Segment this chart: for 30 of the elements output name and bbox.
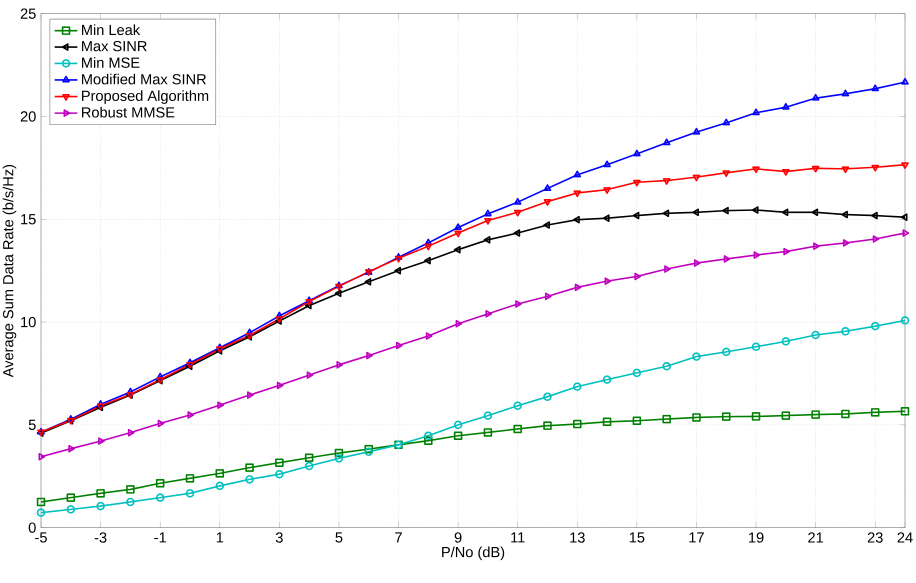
x-tick-label: 13 — [570, 532, 585, 543]
x-tick-label: 17 — [689, 532, 704, 543]
y-tick-label: 0 — [28, 522, 36, 534]
x-tick-label: 1 — [216, 532, 224, 543]
x-tick-label: 11 — [511, 532, 525, 543]
legend-label: Min Leak — [82, 24, 140, 36]
x-tick-label: 23 — [868, 532, 883, 543]
x-tick-label: 24 — [898, 532, 913, 543]
y-tick-label: 5 — [28, 420, 36, 430]
x-tick-label: -3 — [94, 532, 106, 543]
x-tick-label: 15 — [630, 532, 644, 543]
x-tick-label: 7 — [395, 532, 402, 543]
legend-label: Robust MMSE — [82, 106, 174, 118]
x-tick-label: 5 — [335, 532, 342, 543]
x-tick-label: 9 — [454, 532, 462, 543]
y-axis-title: Average Sum Data Rate (b/s/Hz) — [2, 165, 16, 378]
x-tick-label: 21 — [808, 532, 824, 543]
x-tick-label: -1 — [154, 532, 166, 543]
legend-label: Proposed Algorithm — [82, 90, 208, 104]
y-tick-label: 10 — [21, 317, 36, 328]
legend-label: Modified Max SINR — [82, 74, 206, 85]
x-tick-label: 3 — [276, 532, 283, 543]
y-tick-label: 15 — [21, 214, 36, 225]
x-tick-label: 19 — [749, 532, 764, 543]
legend-label: Max SINR — [82, 41, 147, 52]
y-tick-label: 25 — [20, 8, 36, 20]
y-tick-label: 20 — [20, 111, 36, 122]
legend-label: Min MSE — [82, 57, 140, 68]
x-tick-label: -5 — [35, 532, 47, 543]
x-axis-title: P/No (dB) — [442, 546, 504, 560]
